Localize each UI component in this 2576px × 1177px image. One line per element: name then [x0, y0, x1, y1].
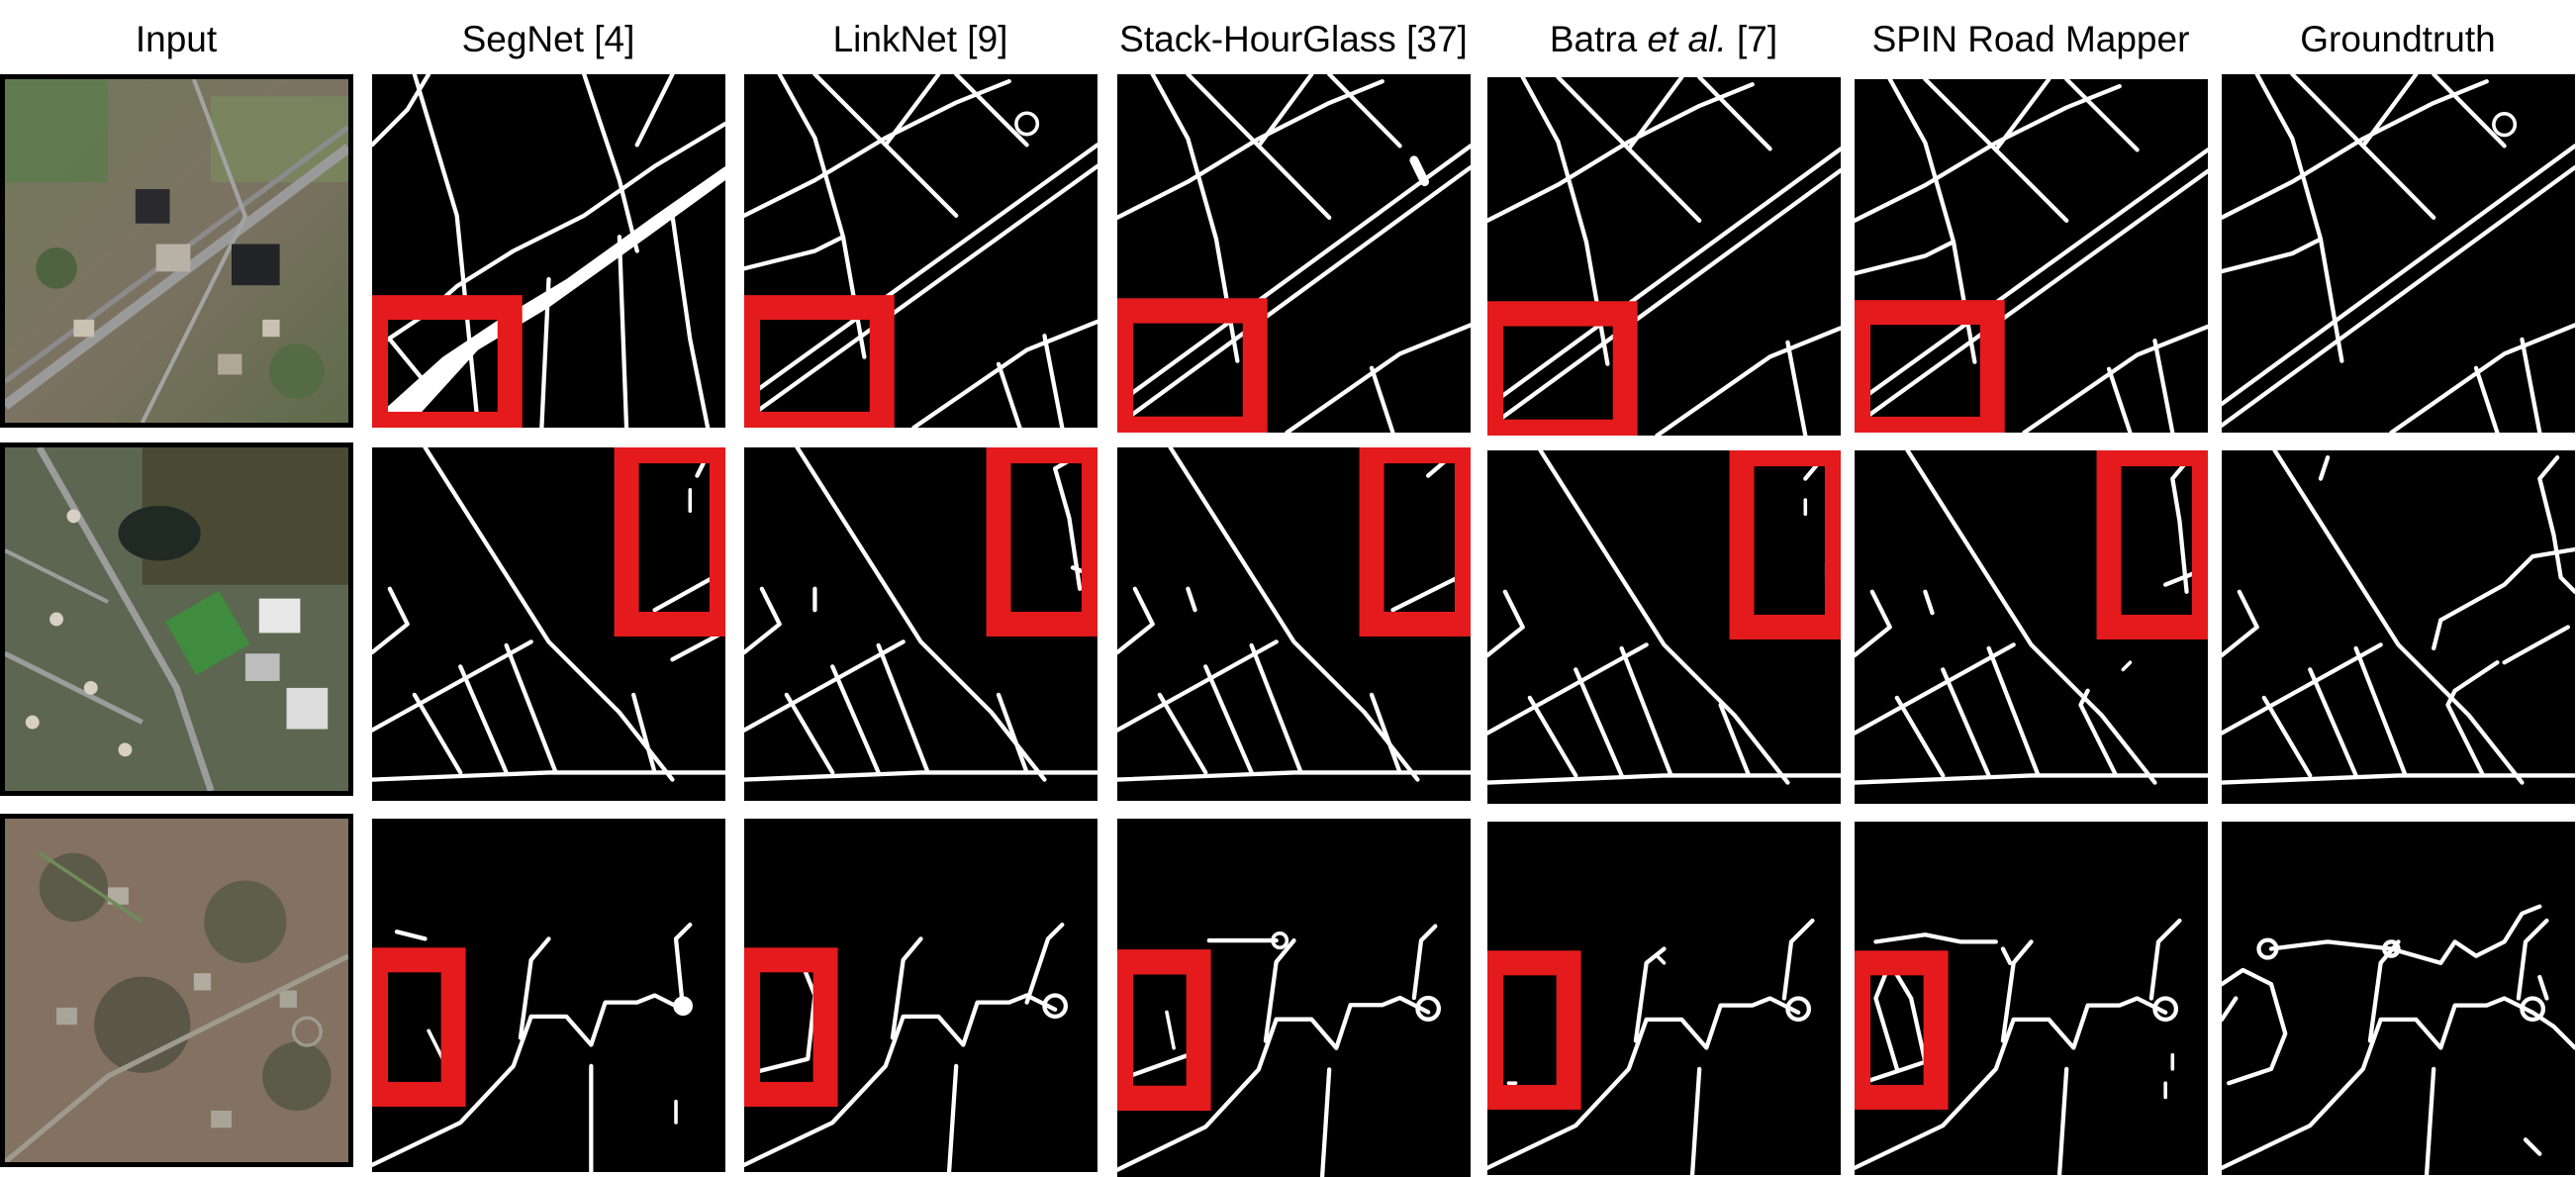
groundtruth-row-1 — [2222, 74, 2575, 433]
stack-hourglass-prediction-row-2 — [1117, 447, 1471, 801]
batra-prediction-row-2 — [1487, 450, 1841, 804]
stack-hourglass-prediction-row-3 — [1117, 819, 1471, 1177]
groundtruth-row-2 — [2222, 450, 2575, 804]
linknet-prediction-row-2 — [744, 447, 1097, 801]
linknet-prediction-row-3 — [744, 819, 1097, 1172]
column-header-batra: Batra et al. [7] — [1487, 10, 1840, 69]
input-aerial-image-row-1 — [0, 74, 353, 428]
input-aerial-image-row-2 — [0, 442, 353, 796]
batra-title-suffix: [7] — [1727, 19, 1777, 59]
column-header-segnet: SegNet [4] — [372, 10, 724, 69]
aerial-photo-row-2 — [5, 447, 348, 791]
aerial-photo-row-3 — [5, 819, 348, 1162]
batra-title-prefix: Batra — [1550, 19, 1648, 59]
input-aerial-image-row-3 — [0, 814, 353, 1167]
batra-prediction-row-3 — [1487, 822, 1841, 1175]
aerial-photo-row-1 — [5, 79, 348, 423]
column-header-stack-hourglass: Stack-HourGlass [37] — [1114, 10, 1473, 69]
column-header-groundtruth: Groundtruth — [2222, 10, 2574, 69]
segnet-prediction-row-3 — [372, 819, 725, 1172]
spin-prediction-row-3 — [1855, 822, 2208, 1175]
batra-prediction-row-1 — [1487, 77, 1841, 436]
stack-hourglass-prediction-row-1 — [1117, 74, 1471, 433]
segnet-prediction-row-1 — [372, 74, 725, 428]
linknet-prediction-row-1 — [744, 74, 1097, 428]
spin-prediction-row-2 — [1855, 450, 2208, 804]
column-header-linknet: LinkNet [9] — [744, 10, 1097, 69]
spin-prediction-row-1 — [1855, 79, 2208, 433]
batra-title-italic: et al. — [1648, 19, 1727, 59]
segnet-prediction-row-2 — [372, 447, 725, 801]
groundtruth-row-3 — [2222, 822, 2575, 1175]
column-header-spin: SPIN Road Mapper — [1855, 10, 2207, 69]
column-header-input: Input — [0, 10, 352, 69]
